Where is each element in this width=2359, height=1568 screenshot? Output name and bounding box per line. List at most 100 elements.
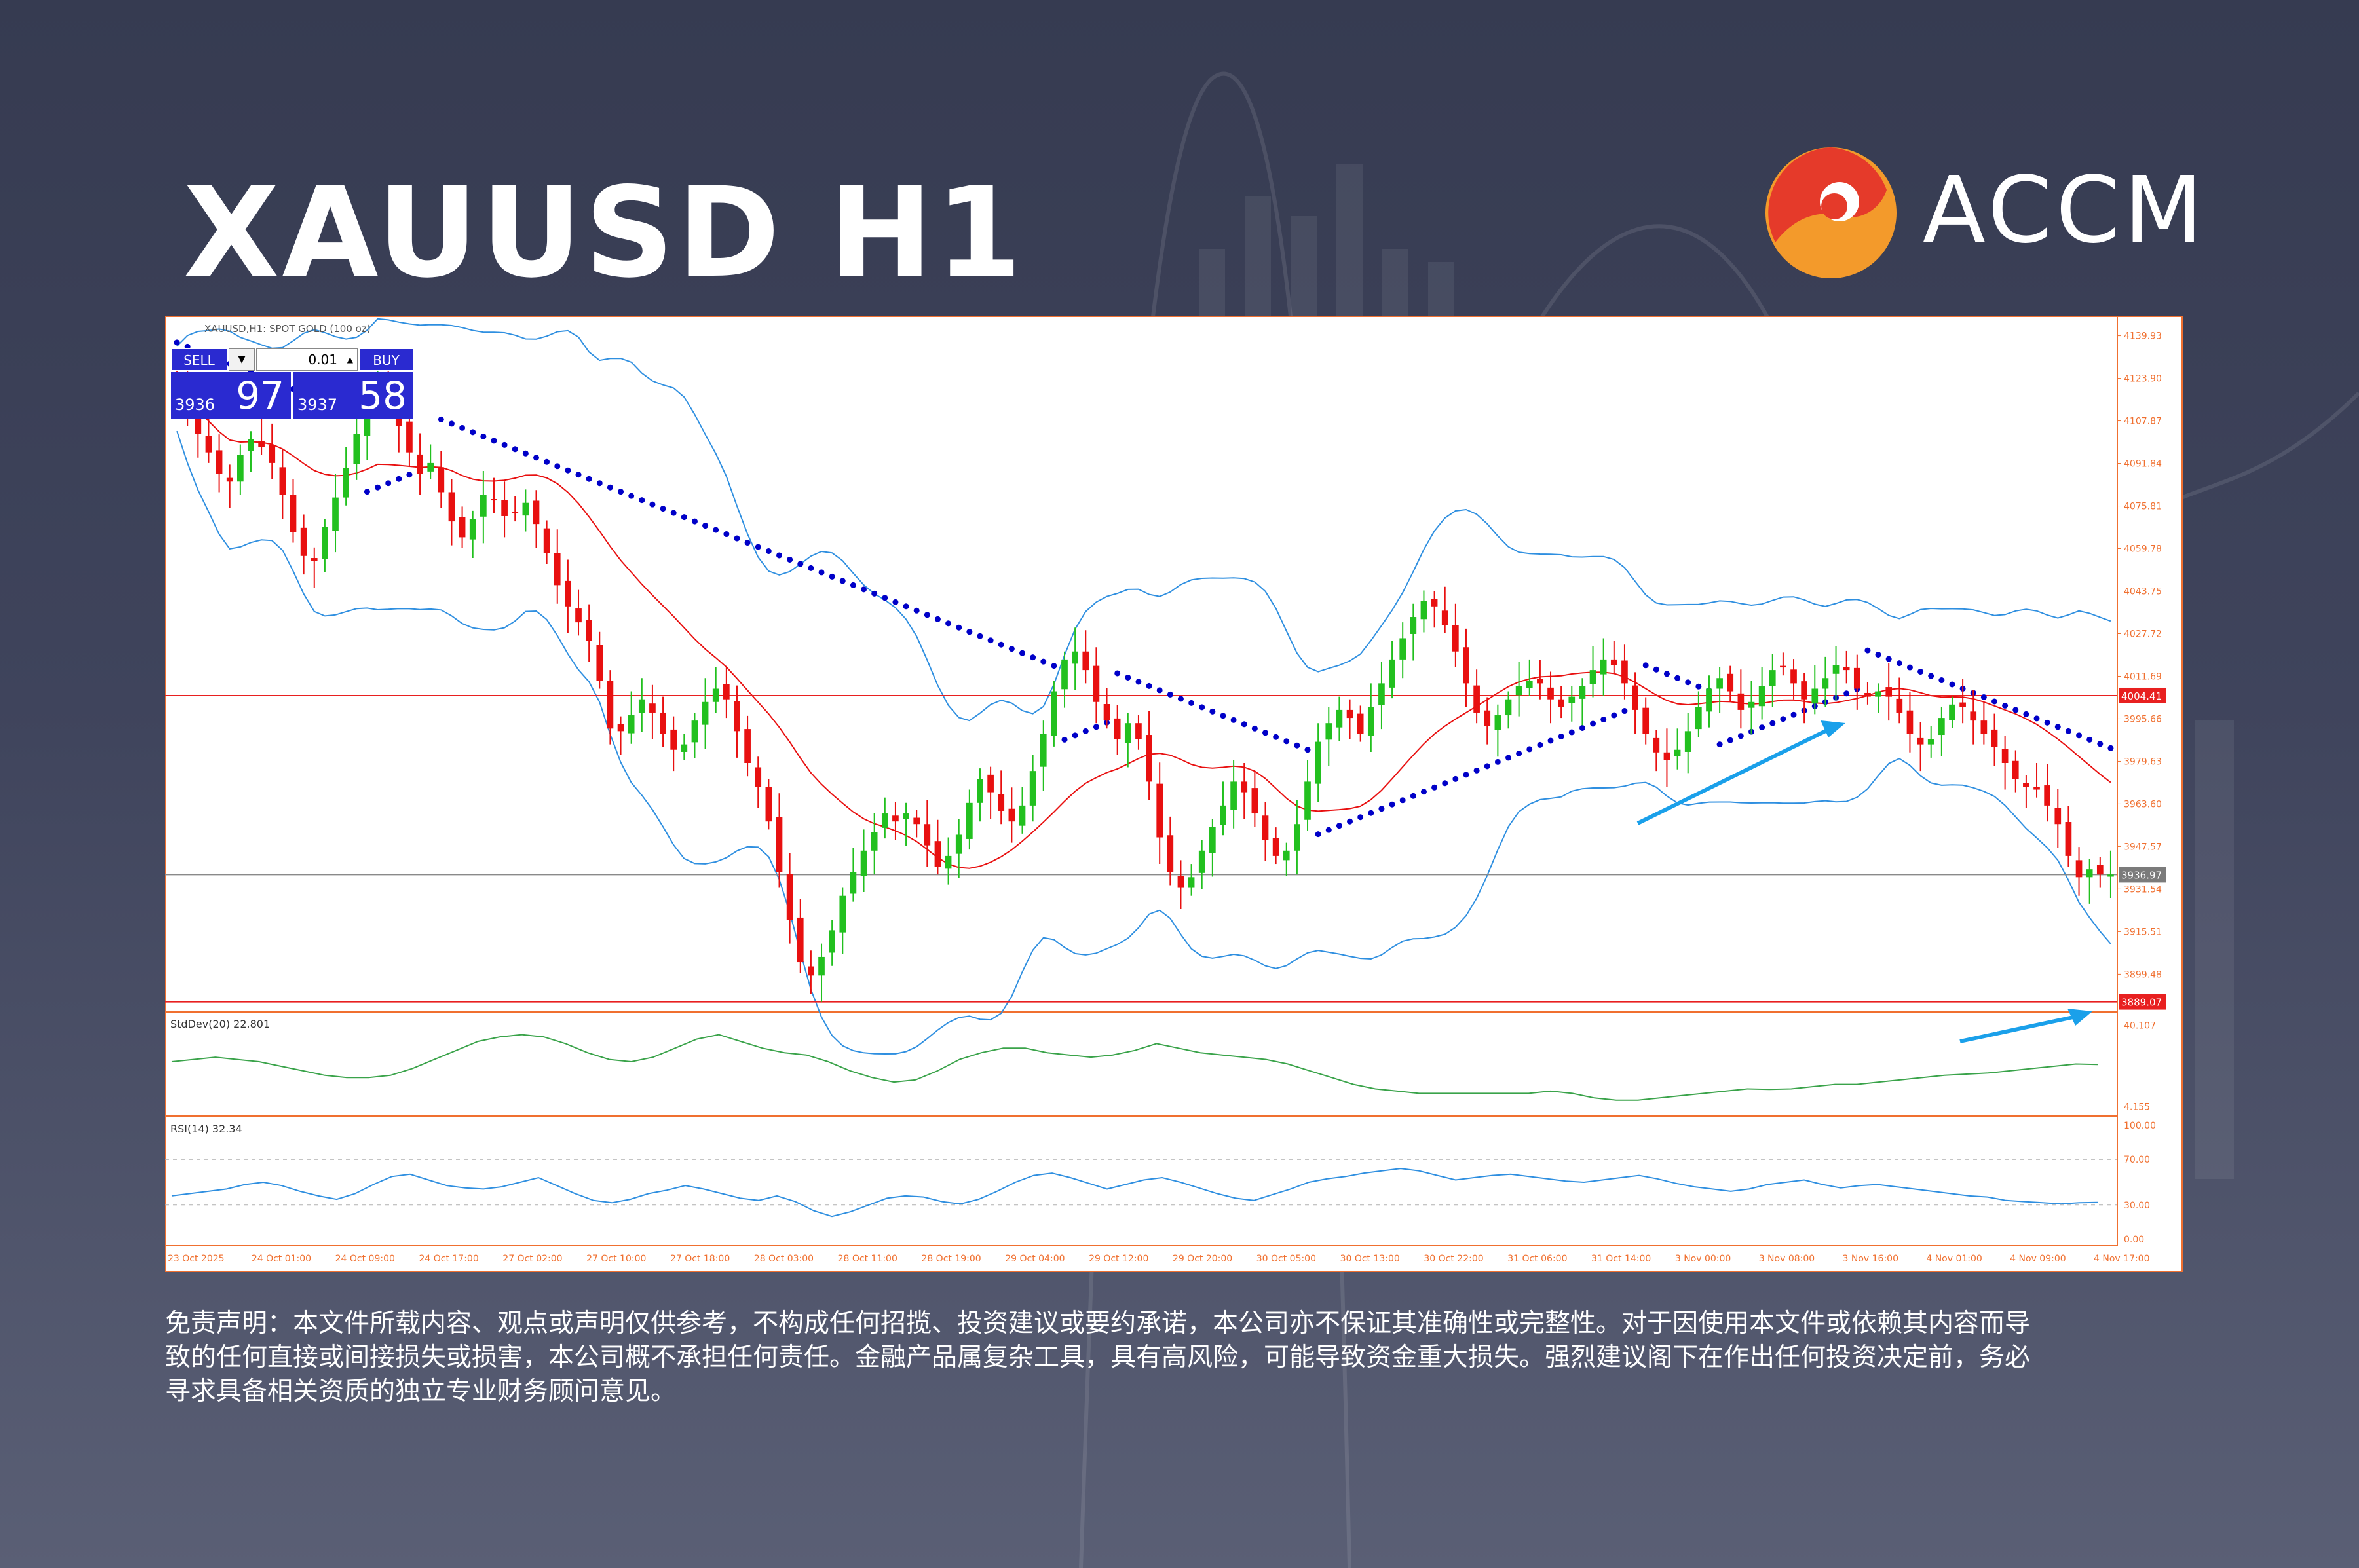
sar-dot	[649, 501, 656, 508]
sell-price-prefix: 3936	[175, 396, 216, 414]
candle-body	[1684, 731, 1691, 752]
candle-body	[1558, 699, 1564, 707]
candle-body	[311, 558, 318, 561]
candle-body	[575, 608, 582, 623]
rsi-tick-label: 0.00	[2124, 1235, 2144, 1245]
time-tick-label: 31 Oct 14:00	[1591, 1254, 1651, 1264]
sar-dot	[184, 343, 191, 350]
sar-dot	[1896, 660, 1902, 667]
sell-button[interactable]: SELL	[171, 348, 227, 371]
buy-button[interactable]: BUY	[359, 348, 413, 371]
candle-body	[987, 774, 994, 793]
sar-dot	[1241, 721, 1247, 728]
candle-body	[427, 462, 434, 472]
sar-dot	[448, 420, 455, 427]
candle-body	[1230, 781, 1237, 810]
sar-dot	[1695, 683, 1702, 690]
candle-body	[1938, 718, 1945, 736]
candle-body	[1262, 815, 1269, 840]
lot-size-field[interactable]: 0.01 ▲	[256, 348, 358, 371]
sar-dot	[1780, 716, 1786, 722]
lot-dropdown-icon[interactable]: ▼	[229, 348, 255, 371]
candle-body	[892, 815, 899, 822]
sar-dot	[892, 599, 899, 605]
candle-body	[1188, 877, 1195, 888]
sar-dot	[565, 467, 571, 474]
candle-body	[1875, 691, 1881, 697]
disclaimer-line: 致的任何直接或间接损失或损害，本公司概不承担任何责任。金融产品属复杂工具，具有高…	[165, 1343, 2031, 1372]
candle-body	[1790, 669, 1797, 684]
sar-dot	[2086, 736, 2093, 743]
candle-body	[934, 841, 941, 867]
time-tick-label: 27 Oct 18:00	[670, 1254, 730, 1264]
sar-dot	[765, 548, 772, 554]
sar-dot	[1980, 694, 1987, 700]
lot-stepper-icon[interactable]: ▲	[347, 355, 353, 364]
candle-body	[1367, 707, 1374, 736]
candle-body	[1124, 723, 1131, 743]
stddev-indicator-label: StdDev(20) 22.801	[170, 1018, 270, 1030]
candle-body	[417, 454, 423, 474]
candle-body	[522, 502, 529, 516]
candle-body	[1251, 788, 1258, 814]
candle-body	[322, 527, 328, 559]
sar-dot	[1949, 681, 1955, 688]
sar-dot	[1357, 814, 1364, 821]
bollinger-lower-band	[176, 430, 2111, 1055]
sar-dot	[1283, 738, 1290, 745]
disclaimer: 免责声明：本文件所载内容、观点或声明仅供参考，不构成任何招揽、投资建议或要约承诺…	[165, 1307, 2183, 1409]
sar-dot	[850, 582, 856, 588]
price-chart: 4004.41 3936.97 3889.07 4139.93 4123.90 4107…	[165, 316, 2183, 1272]
candle-body	[1040, 734, 1047, 767]
candle-body	[512, 512, 519, 513]
candle-body	[670, 729, 677, 750]
candle-body	[1135, 723, 1142, 739]
sar-dot	[1082, 728, 1089, 734]
lot-value: 0.01	[308, 352, 337, 367]
bollinger-upper-band	[176, 318, 2111, 722]
sar-dot	[522, 450, 529, 457]
arrow-head-icon	[1821, 720, 1845, 737]
candle-body	[332, 497, 339, 531]
sar-dot	[406, 472, 413, 478]
sar-dot	[776, 552, 782, 559]
candle-body	[1283, 850, 1290, 861]
sar-dot	[1220, 713, 1226, 719]
price-tick-label: 3947.57	[2124, 842, 2162, 852]
candle-body	[1526, 681, 1533, 688]
candle-body	[755, 767, 762, 787]
sar-dot	[1347, 818, 1353, 825]
sar-dot	[1759, 724, 1765, 731]
candle-body	[607, 681, 614, 729]
sar-dot	[544, 458, 550, 465]
sar-dot	[1885, 656, 1892, 662]
candle-body	[1748, 701, 1755, 708]
candle-body	[871, 832, 878, 851]
price-tick-label: 4011.69	[2124, 671, 2162, 682]
sar-dot	[1315, 831, 1321, 838]
sar-dot	[755, 544, 761, 550]
sell-price-box[interactable]: 3936 97	[171, 372, 291, 419]
sar-dot	[987, 637, 994, 644]
candle-body	[2086, 869, 2093, 878]
candle-body	[501, 500, 508, 516]
sar-dot	[491, 438, 497, 444]
candle-body	[1949, 704, 1955, 720]
candle-body	[1980, 720, 1988, 734]
sar-dot	[1114, 670, 1121, 677]
candle-body	[258, 441, 265, 447]
candle-body	[248, 439, 254, 451]
price-tick-label: 4075.81	[2124, 502, 2162, 512]
sar-dot	[385, 480, 392, 487]
sar-dot	[1579, 724, 1585, 731]
candle-body	[2096, 865, 2104, 875]
candle-body	[977, 779, 983, 803]
candle-body	[1906, 710, 1914, 734]
candle-body	[237, 455, 244, 482]
candle-body	[300, 527, 307, 556]
candle-body	[2001, 749, 2009, 763]
rsi-tick-label: 70.00	[2124, 1155, 2150, 1165]
brand-logo: ACCM	[1756, 138, 2203, 288]
buy-price-box[interactable]: 3937 58	[293, 372, 413, 419]
sar-dot	[744, 540, 751, 546]
